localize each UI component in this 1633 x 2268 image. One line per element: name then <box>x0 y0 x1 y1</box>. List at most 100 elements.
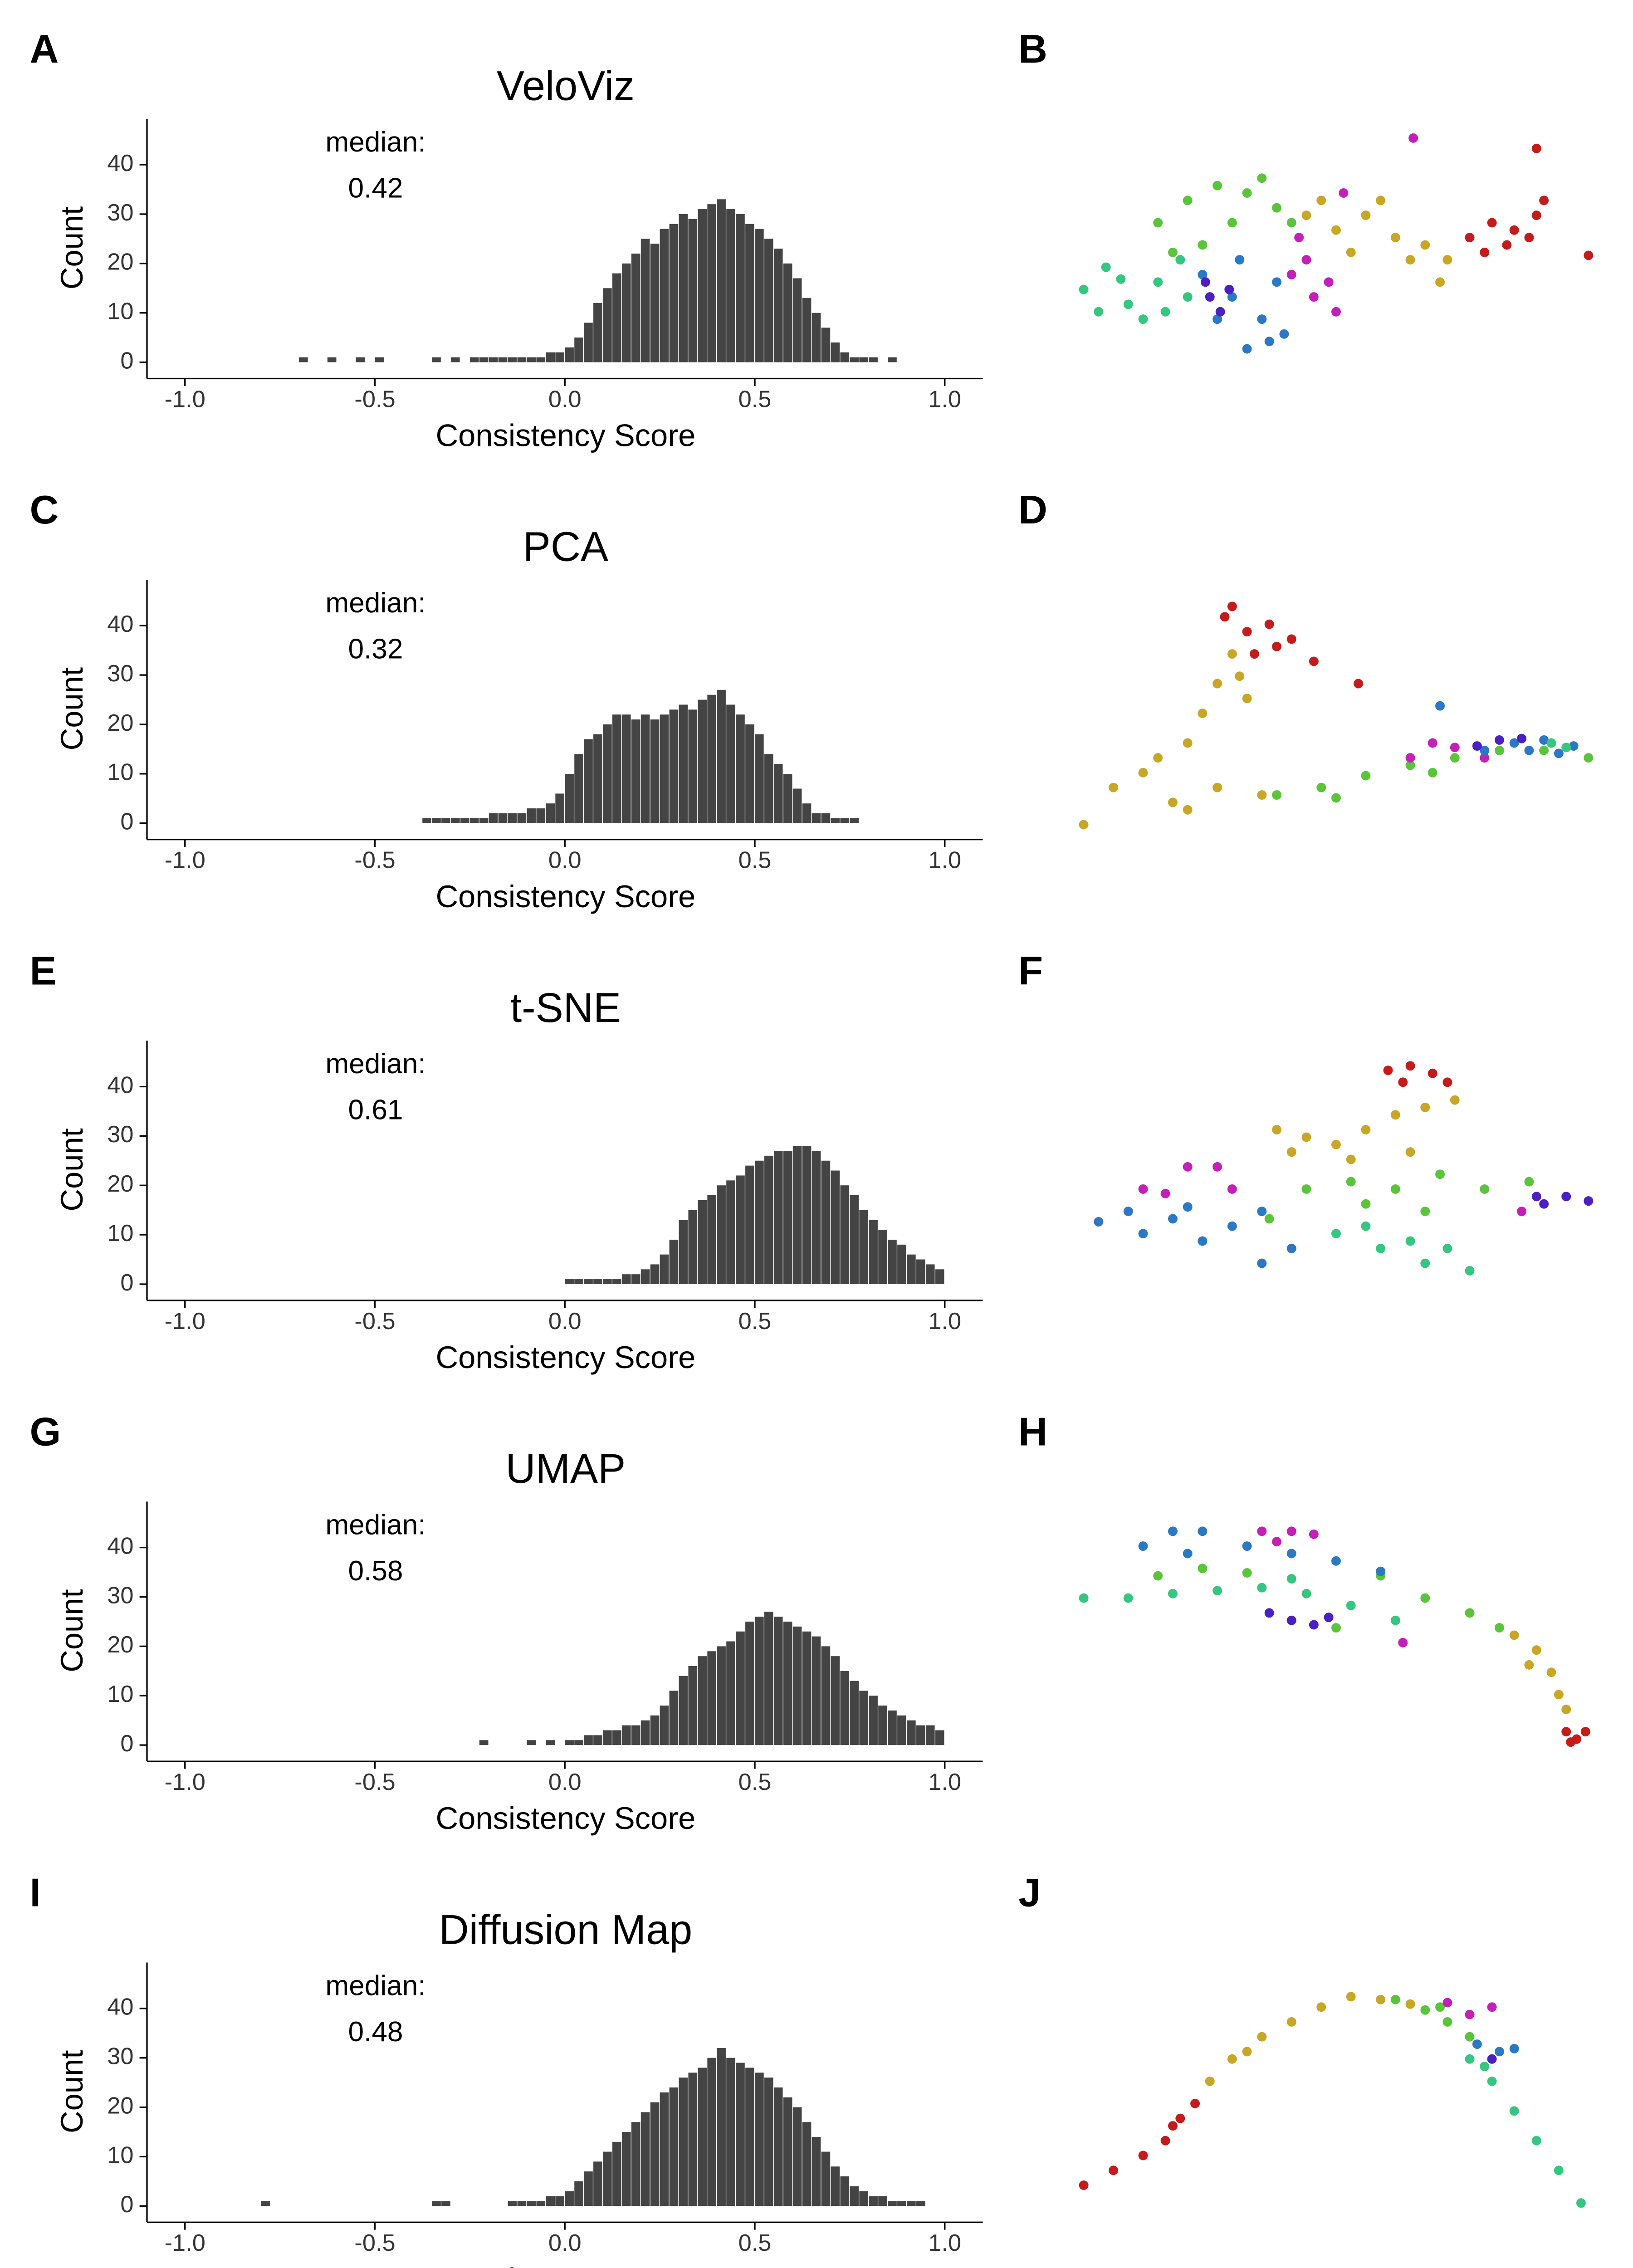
cell-point <box>1279 329 1289 339</box>
bar <box>745 724 754 823</box>
cell-point <box>1213 314 1222 324</box>
cell-point <box>1524 1660 1534 1670</box>
cell-point <box>1539 735 1549 745</box>
bar <box>907 2201 916 2206</box>
bar <box>584 323 593 362</box>
cell-point <box>1509 2043 1519 2053</box>
cell-point <box>1420 1593 1430 1603</box>
cell-point <box>1242 627 1252 637</box>
cell-point <box>1286 1615 1296 1625</box>
bar <box>555 793 564 823</box>
bar <box>698 209 707 362</box>
cell-point <box>1316 196 1326 205</box>
cell-point <box>1213 181 1222 191</box>
bar <box>546 1740 555 1745</box>
bar <box>792 278 802 362</box>
bar <box>859 1691 868 1745</box>
cell-point <box>1487 218 1497 228</box>
cell-point <box>1094 1217 1104 1227</box>
x-axis-label: Consistency Score <box>435 418 695 453</box>
bar <box>669 224 679 362</box>
bar <box>717 1646 726 1745</box>
cell-point <box>1465 2009 1475 2019</box>
cell-point <box>1428 767 1437 777</box>
bar <box>764 239 773 362</box>
cell-point <box>1198 1526 1208 1536</box>
cell-point <box>1286 2017 1296 2027</box>
cell-point <box>1257 2032 1267 2042</box>
bar <box>792 788 802 823</box>
cell-point <box>1257 790 1267 800</box>
bar <box>451 818 460 823</box>
cell-point <box>1531 1645 1541 1655</box>
bar <box>831 1170 840 1284</box>
cell-point <box>1331 793 1341 803</box>
cell-point <box>1286 218 1296 228</box>
cell-point <box>1183 292 1193 302</box>
y-tick-label: 20 <box>107 1632 133 1658</box>
cell-point <box>1309 1529 1319 1539</box>
cell-point <box>1272 641 1282 651</box>
cell-point <box>1405 1236 1415 1246</box>
bar <box>717 199 726 362</box>
cell-point <box>1584 250 1594 260</box>
cell-point <box>1242 1568 1252 1578</box>
cell-point <box>1242 188 1252 198</box>
bar <box>565 773 574 823</box>
cell-point <box>1205 2076 1215 2086</box>
bar <box>783 1621 792 1745</box>
bar <box>736 1631 745 1745</box>
bar <box>432 357 441 362</box>
bar <box>593 1279 602 1284</box>
x-tick-label: 0.0 <box>548 1308 582 1334</box>
cell-point <box>1200 277 1210 287</box>
cell-point <box>1079 820 1089 830</box>
cell-point <box>1324 277 1334 287</box>
cell-point <box>1480 753 1490 763</box>
cell-point <box>1213 782 1222 792</box>
bar <box>574 754 583 823</box>
bar <box>679 214 688 362</box>
bar <box>773 764 783 823</box>
bar <box>802 298 812 362</box>
cell-point <box>1561 1705 1571 1715</box>
bar <box>593 1735 602 1745</box>
y-axis-label: Count <box>54 1589 89 1672</box>
cell-point <box>1168 1526 1178 1536</box>
y-tick-label: 40 <box>107 611 133 637</box>
x-tick-label: 0.5 <box>738 847 772 874</box>
median-caption: median: <box>325 1048 425 1080</box>
bar <box>679 2077 688 2206</box>
bar <box>773 2087 783 2206</box>
bar <box>897 2201 906 2206</box>
cell-point <box>1487 2002 1497 2012</box>
bar <box>773 1617 783 1745</box>
cell-point <box>1561 1727 1571 1737</box>
x-tick-label: 0.5 <box>738 2230 772 2256</box>
bar <box>603 724 612 823</box>
cell-point <box>1138 314 1148 324</box>
cell-point <box>1398 1637 1408 1647</box>
cell-point <box>1264 337 1274 347</box>
bar <box>261 2201 270 2206</box>
bar <box>755 1160 764 1284</box>
y-tick-label: 20 <box>107 710 133 736</box>
bar <box>479 1740 489 1745</box>
bar <box>726 1641 735 1745</box>
bar <box>726 2058 735 2206</box>
panel-label: D <box>1018 487 1047 532</box>
bar <box>736 214 745 362</box>
bar <box>707 204 716 362</box>
y-tick-label: 40 <box>107 150 133 176</box>
cell-point <box>1138 1184 1148 1194</box>
cell-point <box>1190 2098 1200 2108</box>
bar <box>869 1220 878 1284</box>
cell-point <box>1286 1574 1296 1584</box>
bar <box>840 1185 850 1284</box>
bar <box>726 209 735 362</box>
bar <box>783 2097 792 2206</box>
cell-point <box>1286 634 1296 644</box>
bar <box>707 2058 716 2206</box>
cell-point <box>1361 1199 1371 1209</box>
cell-point <box>1346 1154 1356 1164</box>
